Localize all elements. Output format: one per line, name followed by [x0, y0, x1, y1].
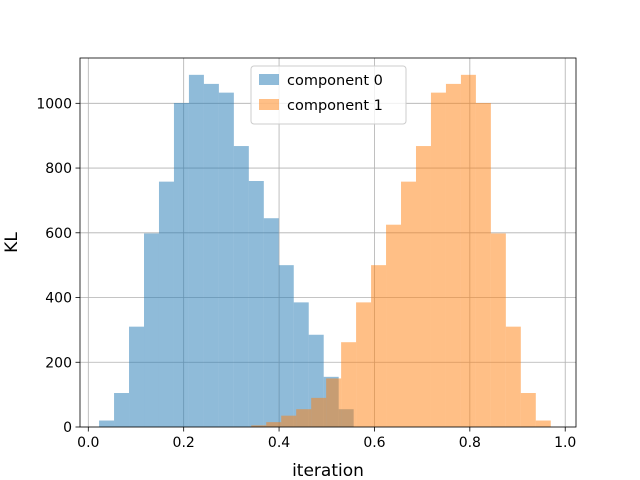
- y-tick-label: 800: [45, 161, 72, 177]
- histogram-bar-series-0: [218, 92, 234, 427]
- histogram-bar-series-1: [266, 422, 282, 427]
- histogram-bar-series-0: [278, 265, 294, 427]
- histogram-bar-series-1: [460, 74, 476, 428]
- axis-ticks: 0.0 0.2 0.4 0.6 0.8 1.0 0 200 400 600 800 1000: [36, 96, 576, 451]
- x-axis-label: iteration: [292, 461, 364, 480]
- histogram-bar-series-1: [490, 233, 506, 427]
- legend-box: [250, 65, 407, 125]
- legend-swatch: [259, 74, 279, 85]
- y-tick-label: 400: [45, 291, 72, 307]
- x-tick-label: 0.8: [459, 435, 481, 451]
- histogram-bar-series-1: [341, 342, 357, 427]
- histogram-bar-series-1: [296, 409, 312, 427]
- histogram-bar-series-1: [371, 265, 387, 427]
- histogram-bar-series-0: [263, 218, 279, 427]
- histogram-bar-series-0: [203, 83, 219, 427]
- y-tick-label: 600: [45, 226, 72, 242]
- histogram-bar-series-0: [99, 420, 115, 427]
- x-tick-label: 0.2: [173, 435, 195, 451]
- legend-label: component 1: [287, 98, 383, 114]
- histogram-bar-series-0: [293, 302, 309, 427]
- y-tick-label: 0: [63, 420, 72, 436]
- histogram-bar-series-1: [520, 393, 536, 427]
- y-tick-label: 1000: [36, 96, 72, 112]
- x-tick-label: 1.0: [554, 435, 576, 451]
- histogram-bar-series-1: [445, 83, 461, 427]
- x-tick-label: 0.4: [268, 435, 290, 451]
- histogram-bar-series-0: [158, 181, 174, 427]
- histogram-bar-series-1: [415, 146, 431, 427]
- histogram-bar-series-0: [144, 233, 159, 427]
- histogram-bar-series-1: [281, 415, 297, 427]
- histogram-bar-series-1: [326, 378, 342, 427]
- x-tick-label: 0.0: [77, 435, 99, 451]
- histogram-bar-series-1: [251, 425, 267, 427]
- histogram-bar-series-1: [430, 92, 446, 427]
- y-axis-label: KL: [2, 232, 22, 253]
- histogram-bar-series-0: [248, 181, 264, 427]
- histogram-bar-series-0: [114, 393, 130, 427]
- histogram-bar-series-0: [188, 74, 204, 428]
- histogram-bar-series-1: [505, 326, 521, 427]
- histogram-bar-series-0: [129, 326, 145, 427]
- histogram-bar-series-0: [233, 146, 249, 427]
- legend-swatch: [259, 99, 279, 110]
- x-tick-label: 0.6: [363, 435, 385, 451]
- y-tick-label: 200: [45, 355, 72, 371]
- histogram-bar-series-1: [401, 181, 416, 427]
- histogram-bar-series-1: [386, 224, 402, 427]
- legend: component 0 component 1: [250, 65, 407, 125]
- histogram-bar-series-0: [173, 102, 189, 428]
- histogram-bar-series-1: [535, 420, 551, 427]
- histogram-bar-series-1: [356, 302, 372, 427]
- plot-frame: [79, 57, 577, 428]
- histogram-bar-series-1: [475, 102, 491, 428]
- legend-label: component 0: [287, 73, 383, 89]
- histogram-bar-series-1: [311, 397, 327, 427]
- histogram-bars: [99, 74, 551, 428]
